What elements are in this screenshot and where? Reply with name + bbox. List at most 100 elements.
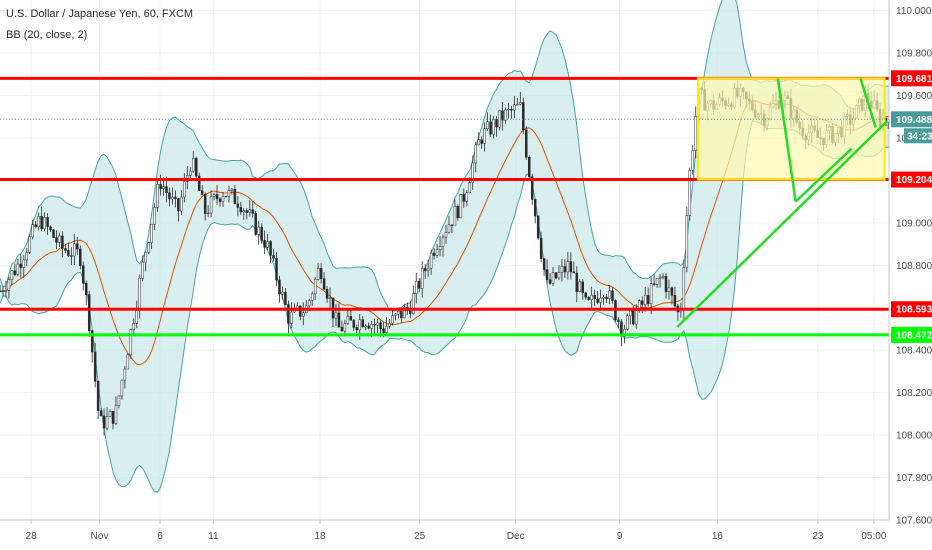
candle-body bbox=[539, 237, 543, 259]
candle-body bbox=[346, 316, 350, 324]
price-tag-bg bbox=[891, 326, 932, 343]
candle-body bbox=[530, 176, 534, 200]
candle-body bbox=[649, 283, 653, 305]
candle-body bbox=[664, 276, 668, 292]
x-tick-label: 6 bbox=[157, 531, 163, 542]
candle-body bbox=[108, 411, 112, 417]
candle-body bbox=[572, 271, 576, 274]
candle-body bbox=[652, 283, 656, 285]
candle-body bbox=[382, 328, 385, 333]
candle-body bbox=[58, 235, 61, 243]
candle-body bbox=[123, 368, 127, 381]
candle-body bbox=[144, 252, 147, 263]
candle-body bbox=[602, 296, 605, 299]
candle-body bbox=[40, 215, 43, 230]
candle-body bbox=[361, 319, 364, 328]
price-tag-label: 109.204 bbox=[896, 175, 932, 186]
candle-body bbox=[694, 116, 697, 151]
candle-body bbox=[132, 323, 136, 330]
candle-body bbox=[76, 243, 79, 250]
candle-body bbox=[444, 232, 448, 238]
candle-body bbox=[96, 381, 100, 411]
candle-body bbox=[221, 195, 225, 202]
candle-body bbox=[1, 290, 5, 293]
trendline[interactable] bbox=[676, 120, 889, 328]
candle-body bbox=[569, 261, 573, 273]
candle-body bbox=[174, 196, 177, 199]
candle-body bbox=[587, 297, 590, 300]
trendline[interactable] bbox=[794, 147, 853, 203]
candle-body bbox=[557, 271, 561, 279]
candle-body bbox=[599, 297, 602, 303]
price-tag-label: 108.593 bbox=[896, 305, 932, 316]
candle-body bbox=[584, 292, 587, 298]
bollinger-fill bbox=[0, 0, 889, 493]
candle-body bbox=[278, 279, 281, 295]
candle-body bbox=[105, 416, 109, 429]
candle-body bbox=[489, 121, 492, 135]
x-tick-label: 28 bbox=[26, 531, 38, 542]
candle-body bbox=[171, 196, 174, 200]
candle-body bbox=[510, 108, 513, 111]
candle-body bbox=[626, 315, 629, 330]
candle-body bbox=[319, 268, 323, 279]
candle-body bbox=[322, 278, 326, 290]
chart-title: U.S. Dollar / Japanese Yen, 60, FXCM bbox=[6, 8, 193, 20]
candle-body bbox=[640, 300, 644, 305]
candle-body bbox=[272, 255, 275, 259]
candle-body bbox=[566, 261, 570, 273]
candle-body bbox=[334, 312, 338, 319]
candle-body bbox=[55, 237, 58, 243]
candle-body bbox=[73, 243, 76, 257]
x-tick-label: 05:00 bbox=[861, 531, 886, 542]
candle-body bbox=[230, 188, 234, 191]
candle-body bbox=[453, 206, 457, 226]
candle-body bbox=[302, 312, 305, 317]
candle-body bbox=[150, 223, 153, 243]
candle-body bbox=[82, 265, 85, 284]
price-tag-label: 108.472 bbox=[896, 330, 932, 341]
candle-body bbox=[287, 304, 290, 324]
candle-body bbox=[215, 194, 219, 200]
candle-body bbox=[358, 319, 362, 331]
candle-body bbox=[673, 295, 677, 307]
candle-body bbox=[435, 249, 439, 256]
candle-body bbox=[667, 287, 671, 292]
candle-body bbox=[102, 415, 106, 429]
candle-body bbox=[545, 269, 549, 280]
candle-body bbox=[629, 310, 632, 317]
candle-body bbox=[593, 295, 596, 300]
candle-body bbox=[394, 313, 397, 316]
candle-body bbox=[129, 329, 133, 356]
last-price-tag-bg bbox=[891, 111, 932, 128]
y-tick-label: 108.800 bbox=[896, 261, 932, 272]
candle-body bbox=[397, 310, 400, 315]
candle-body bbox=[4, 290, 8, 292]
price-tags: 109.681 109.204 108.593 108.472 109.488 34:23 bbox=[891, 70, 932, 343]
candle-body bbox=[516, 103, 519, 106]
drawing-overlays bbox=[676, 77, 889, 328]
candle-body bbox=[519, 102, 522, 105]
candle-body bbox=[192, 158, 195, 172]
candle-body bbox=[183, 181, 186, 198]
candle-body bbox=[608, 290, 611, 299]
candle-body bbox=[257, 226, 260, 235]
x-tick-label: 18 bbox=[314, 531, 326, 542]
price-tag-bg bbox=[891, 171, 932, 188]
trendline[interactable] bbox=[776, 78, 797, 202]
x-tick-label: Dec bbox=[507, 531, 525, 542]
candle-body bbox=[197, 175, 201, 192]
candle-body bbox=[480, 139, 483, 144]
candle-body bbox=[412, 293, 415, 314]
y-tick-label: 107.600 bbox=[896, 516, 932, 527]
candle-body bbox=[370, 324, 373, 329]
candle-body bbox=[429, 252, 433, 269]
last-price-tag: 109.488 bbox=[896, 115, 932, 126]
candle-body bbox=[376, 322, 379, 326]
countdown-tag-bg bbox=[904, 128, 932, 144]
candle-body bbox=[93, 351, 97, 382]
candle-body bbox=[643, 295, 647, 305]
indicator-label[interactable]: BB (20, close, 2) bbox=[6, 29, 87, 41]
